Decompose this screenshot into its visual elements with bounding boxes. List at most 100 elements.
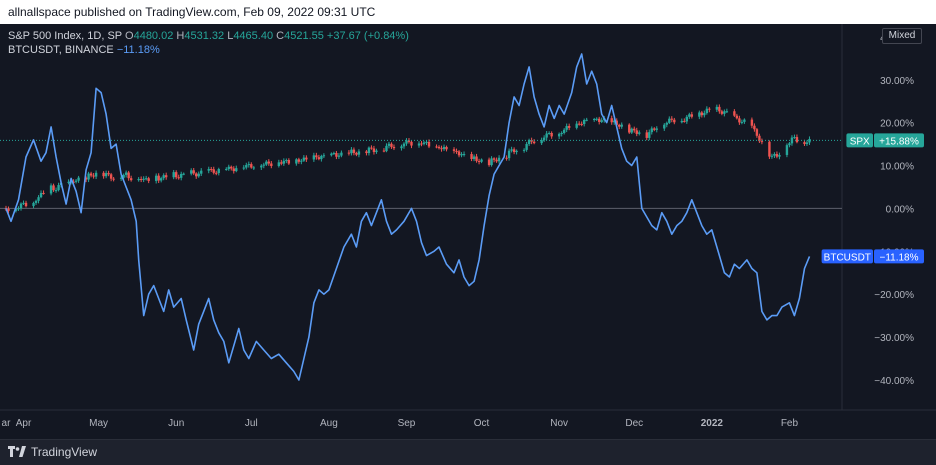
y-tick-label: 0.00% <box>886 204 914 215</box>
spx-candle-body <box>648 132 651 138</box>
spx-candle-body <box>375 150 378 153</box>
spx-candle-body <box>668 118 671 123</box>
spx-candle-body <box>200 170 203 174</box>
x-tick-label: Apr <box>16 418 32 429</box>
scale-mode-button[interactable]: Mixed <box>882 28 922 44</box>
spx-candle-body <box>52 185 55 191</box>
spx-candle-body <box>805 142 809 145</box>
spx-candle-body <box>282 160 286 164</box>
spx-candle-body <box>773 153 776 156</box>
spx-candle-body <box>89 173 93 176</box>
spx-candle-body <box>650 128 653 133</box>
y-tick-label: 30.00% <box>880 76 914 87</box>
spx-candle-body <box>142 178 145 180</box>
spx-candle-body <box>477 160 481 162</box>
spx-candle-body <box>775 153 779 157</box>
spx-candle-body <box>355 152 358 155</box>
y-tick-label: 10.00% <box>880 162 914 173</box>
spx-candle-body <box>320 156 323 160</box>
spx-candle-body <box>92 175 95 177</box>
spx-candle-body <box>317 157 321 160</box>
y-tick-label: 20.00% <box>880 119 914 130</box>
spx-candle-body <box>300 160 303 162</box>
spx-candle-body <box>803 142 806 145</box>
spx-candle-body <box>487 159 491 166</box>
spx-candle-body <box>197 173 200 177</box>
spx-candle-body <box>215 172 218 174</box>
spx-candle-body <box>743 119 746 122</box>
spx-candle-body <box>87 173 90 180</box>
plot-area <box>0 24 842 410</box>
spx-candle-body <box>557 133 561 137</box>
price-chart[interactable]: 40.00%30.00%20.00%10.00%0.00%−10.00%−20.… <box>0 24 936 438</box>
spx-candle-body <box>425 141 428 143</box>
x-tick-label: Aug <box>320 418 338 429</box>
spx-candle-body <box>655 128 658 130</box>
spx-candle-body <box>512 149 516 153</box>
spx-candle-body <box>740 121 744 123</box>
spx-candle-body <box>480 159 483 162</box>
spx-candle-body <box>593 119 596 121</box>
open-value: 4480.02 <box>133 30 174 42</box>
spx-candle-body <box>723 111 726 114</box>
spx-candle-body <box>738 118 741 123</box>
spx-candle-body <box>758 135 761 142</box>
spx-candle-body <box>582 119 586 125</box>
spx-candles <box>4 104 811 214</box>
spx-candle-body <box>182 173 185 175</box>
spx-candle-body <box>750 119 754 126</box>
spx-candle-body <box>124 172 128 175</box>
spx-candle-body <box>808 138 811 143</box>
high-value: 4531.32 <box>184 30 225 42</box>
spx-candle-body <box>295 159 298 164</box>
spx-candle-body <box>49 185 53 194</box>
y-tick-label: −20.00% <box>874 290 914 301</box>
spx-candle-body <box>77 177 80 181</box>
spx-candle-body <box>497 157 501 162</box>
spx-candle-body <box>440 148 443 150</box>
spx-candle-body <box>157 175 160 181</box>
spx-candle-body <box>505 157 508 159</box>
spx-candle-body <box>575 123 578 128</box>
spx-candle-body <box>225 168 228 170</box>
spx-candle-body <box>460 154 463 156</box>
spx-candle-body <box>172 172 175 178</box>
spx-candle-body <box>445 146 448 150</box>
x-tick-label: 2022 <box>701 418 724 429</box>
spx-candle-body <box>475 156 478 161</box>
btc-legend: BTCUSDT, BINANCE −11.18% <box>8 44 160 56</box>
spx-candle-body <box>332 152 336 154</box>
brand-name: TradingView <box>31 445 98 459</box>
spx-candle-body <box>392 146 396 149</box>
x-tick-label: May <box>89 418 108 429</box>
spx-candle-body <box>708 108 711 110</box>
spx-candle-body <box>778 154 781 157</box>
x-tick-label: Nov <box>550 418 568 429</box>
spx-candle-body <box>162 175 165 179</box>
spx-candle-body <box>565 126 568 130</box>
spx-candle-body <box>340 152 343 156</box>
spx-candle-body <box>109 174 113 179</box>
spx-candle-body <box>670 118 673 120</box>
spx-candle-body <box>577 123 581 125</box>
low-value: 4465.40 <box>233 30 274 42</box>
publish-bar: allnallspace published on TradingView.co… <box>0 0 936 24</box>
spx-candle-body <box>242 167 245 169</box>
spx-candle-body <box>34 200 38 203</box>
x-tick-label: Oct <box>474 418 490 429</box>
spx-candle-body <box>227 166 230 169</box>
x-tick-label: ar <box>2 418 12 429</box>
spx-candle-body <box>212 169 215 173</box>
spx-candle-body <box>42 192 45 194</box>
btc-legend-name: BTCUSDT, BINANCE <box>8 44 114 56</box>
close-value: 4521.55 <box>284 30 324 42</box>
spx-candle-body <box>102 172 105 177</box>
spx-candle-body <box>492 158 496 160</box>
spx-candle-body <box>547 132 551 134</box>
spx-candle-body <box>192 170 195 174</box>
spx-candle-body <box>32 202 35 207</box>
spx-candle-body <box>72 181 75 183</box>
tradingview-brand[interactable]: TradingView <box>8 445 97 459</box>
spx-candle-body <box>137 179 140 181</box>
